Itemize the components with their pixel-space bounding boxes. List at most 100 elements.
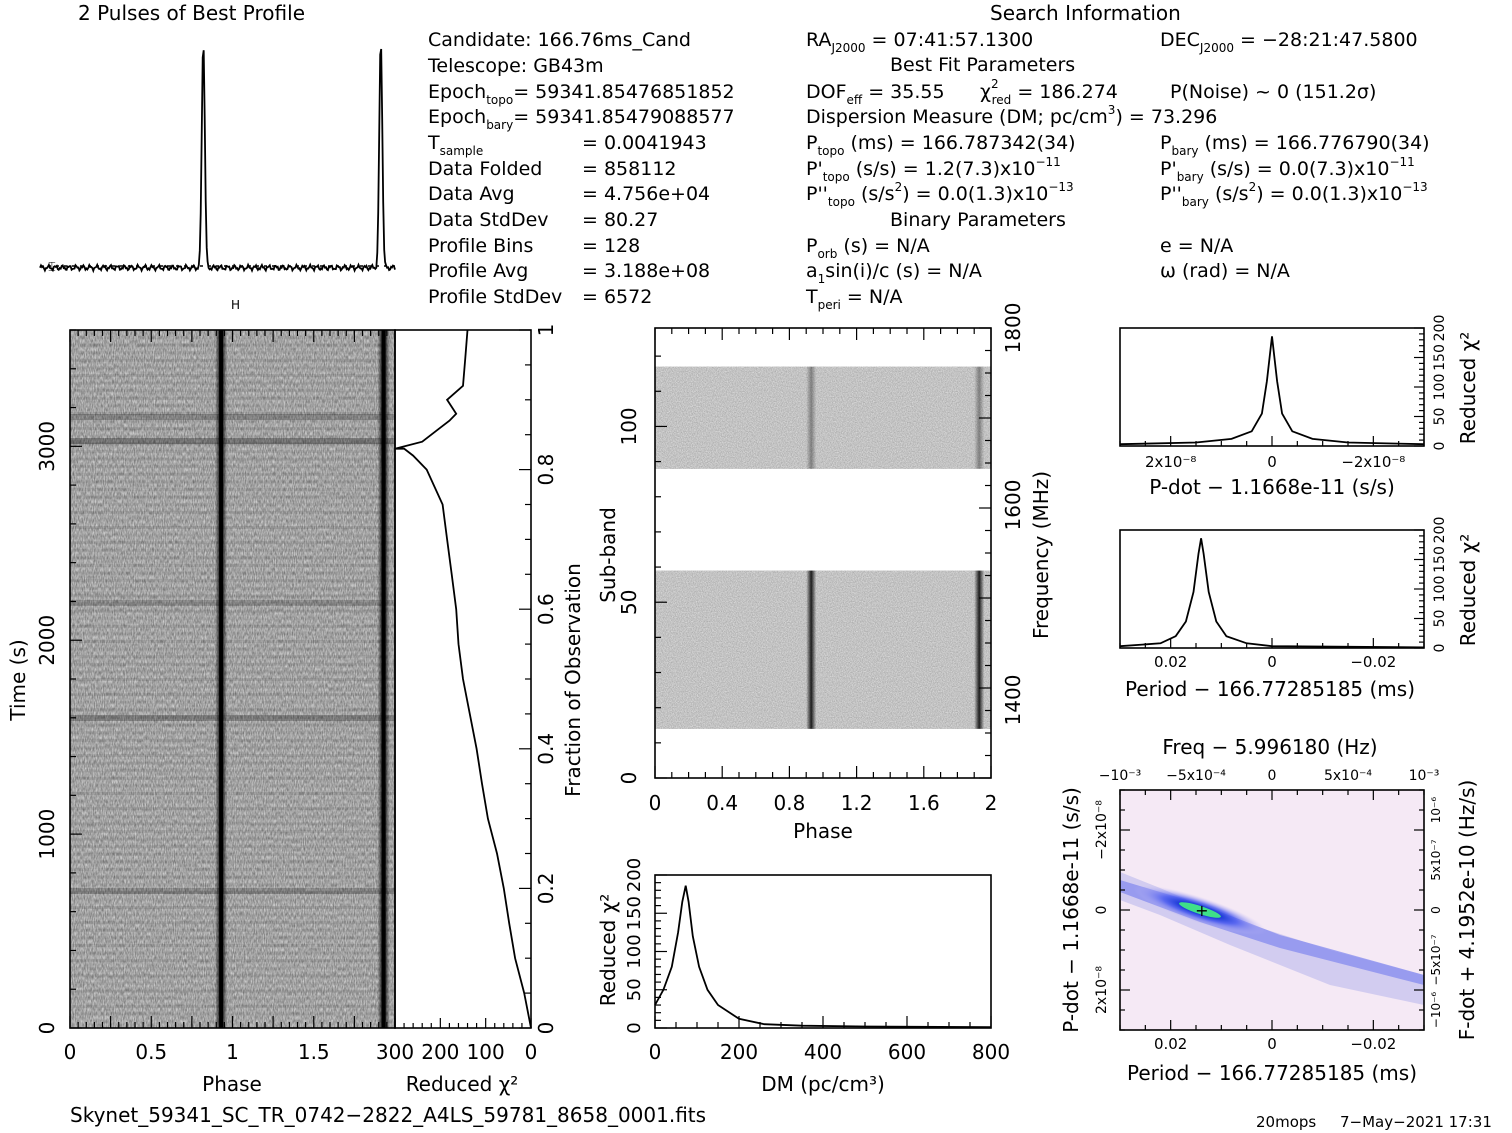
telescope-line: Telescope: GB43m	[427, 55, 604, 77]
time-phase-row	[70, 579, 395, 583]
x-tick-label: −0.02	[1350, 653, 1396, 671]
x-tick-label: 200	[720, 1040, 758, 1064]
time-phase-row	[70, 784, 395, 788]
y2-tick-label: 10⁻⁶	[1429, 797, 1443, 824]
pddot-topo-line: P''topo (s/s2) = 0.0(1.3)x10−13	[806, 180, 1074, 209]
time-phase-plot: 0 0.5 1 1.5 0 1000 2000 3000 H Phase Time (s)	[6, 298, 396, 1096]
x2-tick-label: −10⁻³	[1099, 768, 1142, 784]
candidate-line: Candidate: 166.76ms_Cand	[428, 29, 691, 51]
x-tick-label: 1.6	[908, 791, 940, 815]
time-phase-row	[70, 389, 395, 393]
time-phase-row	[70, 647, 395, 651]
time-phase-row	[70, 921, 395, 925]
x2-tick-label: 0	[1268, 768, 1277, 784]
time-phase-row	[70, 731, 395, 735]
time-phase-row	[70, 890, 395, 894]
time-phase-row	[70, 541, 395, 545]
time-chi2-ylabel: Fraction of Observation	[561, 563, 585, 797]
y2-tick-label: 1600	[1001, 480, 1025, 531]
time-phase-row	[70, 526, 395, 529]
time-phase-row	[70, 830, 395, 833]
time-phase-xlabel: Phase	[202, 1072, 262, 1096]
x-tick-label: 1.2	[841, 791, 873, 815]
ra-line: RAJ2000 = 07:41:57.1300	[806, 29, 1033, 55]
time-phase-row	[70, 738, 395, 742]
pulse-core	[381, 330, 386, 1028]
profile-line	[39, 48, 396, 274]
best-fit-marker-icon: +	[1195, 901, 1208, 920]
ppdot-intensity	[1120, 872, 1424, 1005]
subband-ylabel: Sub-band	[596, 507, 620, 603]
profile-avg-line: Profile Avg = 3.188e+08	[428, 260, 710, 282]
y-tick-label: 0	[617, 772, 641, 785]
time-phase-row	[70, 488, 395, 491]
pddot-bary-line: P''bary (s/s2) = 0.0(1.3)x10−13	[1160, 180, 1428, 209]
time-chi2-plot: 300 200 100 0 0 0.2 0.4 0.6 0.8 1 Reduced χ² Frac…	[376, 324, 585, 1096]
y2-tick-label: −10⁻⁶	[1429, 992, 1443, 1029]
time-phase-row	[70, 822, 395, 826]
subband-noise-low	[655, 570, 991, 729]
time-phase-row	[70, 936, 395, 940]
time-phase-row	[70, 814, 395, 818]
time-phase-row	[70, 678, 395, 681]
pdot-chi2-curve	[1119, 336, 1425, 446]
time-phase-bright-row	[70, 715, 395, 721]
period-ylabel: Reduced χ²	[1456, 534, 1480, 647]
pdot-xlabel: P-dot − 1.1668e-11 (s/s)	[1149, 475, 1395, 499]
x-tick-label: 200	[421, 1040, 459, 1064]
time-phase-row	[70, 959, 395, 963]
time-phase-row	[70, 556, 395, 560]
y-tick-label: 150	[1432, 344, 1448, 371]
x-tick-label: 800	[972, 1040, 1010, 1064]
x-tick-label: 0.02	[1154, 653, 1187, 671]
time-phase-row	[70, 997, 395, 1001]
phase-errbar-icon: H	[231, 298, 240, 312]
y-tick-label: 0	[1094, 906, 1110, 915]
y2-tick-label: −5x10⁻⁷	[1429, 934, 1443, 985]
y-tick-label: 100	[1432, 374, 1448, 401]
time-phase-row	[70, 982, 395, 985]
subband-pulse-band	[806, 570, 817, 729]
y-tick-label: 0.4	[534, 733, 558, 765]
x-tick-label: 0	[649, 791, 662, 815]
x-tick-label: 2x10⁻⁸	[1145, 453, 1196, 471]
dm-ylabel: Reduced χ²	[596, 894, 620, 1007]
time-phase-bright-row	[70, 888, 395, 894]
time-phase-row	[70, 564, 395, 567]
y-tick-label: 0.2	[534, 872, 558, 904]
time-phase-row	[70, 723, 395, 727]
time-phase-row	[70, 966, 395, 970]
x2-tick-label: 10⁻³	[1409, 768, 1440, 784]
eccentricity-line: e = N/A	[1160, 235, 1233, 257]
profile-title: 2 Pulses of Best Profile	[78, 1, 305, 25]
x-tick-label: 0	[64, 1040, 77, 1064]
period-chi2-curve	[1119, 538, 1425, 649]
tsample-line: Tsample = 0.0041943	[427, 132, 707, 158]
time-phase-row	[70, 1012, 395, 1016]
time-phase-row	[70, 404, 395, 408]
time-phase-row	[70, 427, 395, 431]
dm-chi2-curve	[654, 885, 992, 1029]
y-tick-label: 2000	[35, 615, 59, 666]
time-phase-row	[70, 799, 395, 803]
binary-title: Binary Parameters	[890, 209, 1066, 231]
y-tick-label: 50	[1432, 610, 1448, 628]
subband-ticks: 0 0.4 0.8 1.2 1.6 2 0 50 100 1400 1600 1800	[617, 303, 1025, 815]
dm-line: Dispersion Measure (DM; pc/cm3) = 73.296	[806, 103, 1217, 128]
x-tick-label: 0.5	[135, 1040, 167, 1064]
pdot-ylabel: Reduced χ²	[1456, 332, 1480, 445]
time-phase-row	[70, 617, 395, 621]
pdot-bary-line: P'bary (s/s) = 0.0(7.3)x10−11	[1160, 155, 1415, 184]
x-tick-label: 1	[226, 1040, 239, 1064]
time-phase-row	[70, 351, 395, 355]
time-phase-row	[70, 571, 395, 575]
x-tick-label: 300	[376, 1040, 414, 1064]
time-phase-bright-row	[70, 438, 395, 444]
y-tick-label: 100	[617, 407, 641, 445]
time-phase-row	[70, 381, 395, 385]
best-fit-title: Best Fit Parameters	[890, 54, 1075, 76]
ppdot-y2label: F-dot + 4.1952e-10 (Hz/s)	[1455, 780, 1479, 1041]
y-tick-label: 3000	[35, 421, 59, 472]
time-phase-row	[70, 754, 395, 757]
